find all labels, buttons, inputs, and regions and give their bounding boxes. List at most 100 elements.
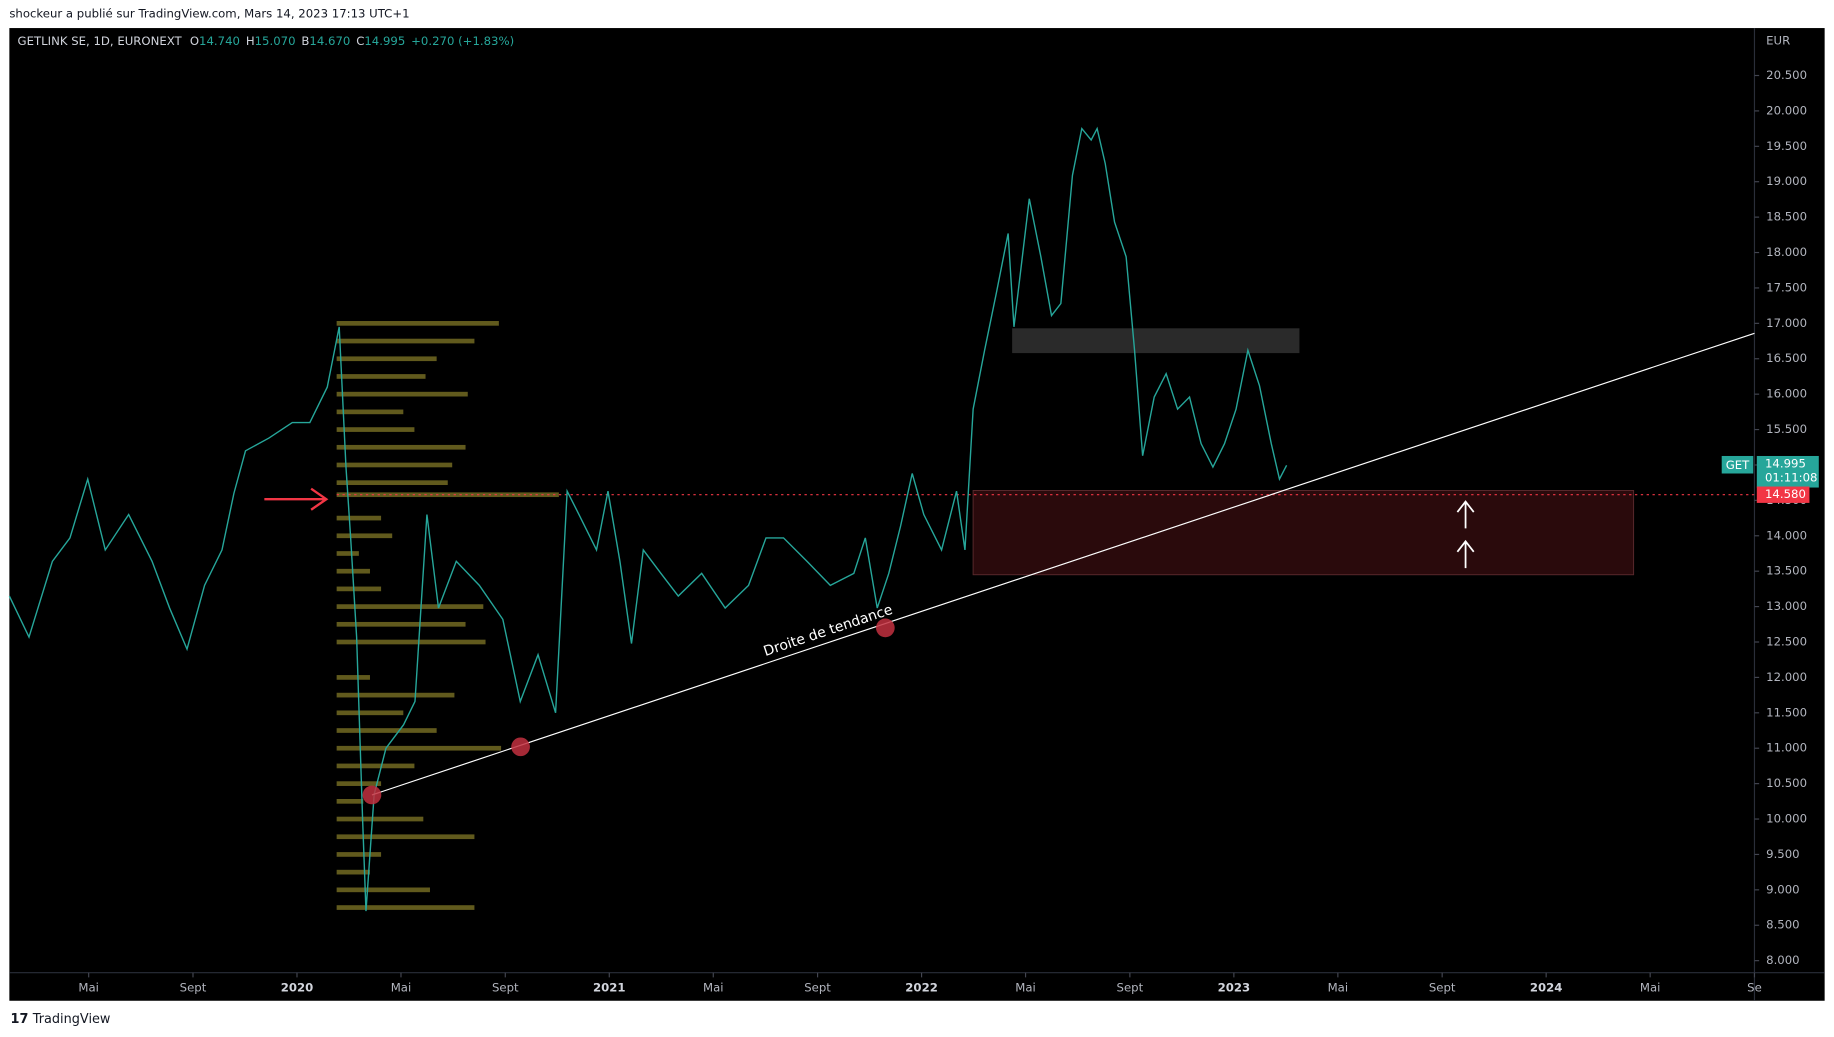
volume-bar [336,763,415,769]
price-tag-countdown: 01:11:08 [1765,471,1818,485]
x-tick-label: Sept [180,980,207,994]
ohlc-value: 14.670 [309,33,350,47]
x-tick-label: Sept [1429,980,1456,994]
volume-bar [336,745,502,751]
volume-bar [336,887,430,893]
y-tick-label: 10.500 [1766,776,1807,790]
x-tick-label: 2021 [593,980,626,994]
y-tick-label: 20.500 [1766,68,1807,82]
y-tick-label: 9.000 [1766,882,1799,896]
x-tick-label: Mai [1640,980,1661,994]
x-tick-label: 2020 [281,980,314,994]
volume-bar [336,374,426,379]
y-tick-label: 19.000 [1766,174,1807,188]
red-arrow [264,487,329,511]
legend: GETLINK SE, 1D, EURONEXT O14.740 H15.070 B1… [18,33,515,47]
y-tick-label: 11.000 [1766,741,1807,755]
x-tick-label: Mai [703,980,724,994]
ohlc-value: 15.070 [255,33,296,47]
volume-bar [336,409,404,415]
layers: 8.000 8.500 9.000 9.500 10.000 10.500 11.000 11… [8,33,1819,994]
x-tick-label: Sept [804,980,831,994]
volume-bar [336,816,424,822]
volume-bar [336,905,475,910]
y-tick-label: 20.000 [1766,103,1807,117]
y-tick-label: 12.000 [1766,670,1807,684]
symbol-tag: GET [1726,458,1750,472]
volume-bar [336,798,364,804]
up-arrow [1456,539,1475,569]
volume-bar [336,675,370,680]
volume-bar [336,338,475,344]
y-tick-label: 12.500 [1766,635,1807,649]
volume-bar [336,427,415,432]
footer-logo: 17 [11,1012,29,1027]
x-tick-label: 2024 [1530,980,1563,994]
y-tick-label: 18.000 [1766,245,1807,259]
x-tick-label: Mai [78,980,99,994]
y-tick-label: 8.000 [1766,953,1799,967]
ohlc-label: B [301,33,309,47]
y-tick-label: 16.500 [1766,351,1807,365]
y-tick-label: 16.000 [1766,387,1807,401]
volume-bar [336,551,359,556]
price-tag-bg [1756,455,1819,488]
y-tick-label: 8.500 [1766,918,1799,932]
volume-bar [336,852,382,857]
y-tick-label: 9.500 [1766,847,1799,861]
y-tick-label: 14.000 [1766,528,1807,542]
ohlc-value: 14.995 [364,33,405,47]
attribution: shockeur a publié sur TradingView.com, M… [9,7,409,21]
volume-bar [336,710,404,716]
ohlc-label: C [356,33,364,47]
x-tick-label: 2022 [905,980,938,994]
volume-bar [336,621,466,627]
volume-bar [336,391,468,397]
y-tick-label: 17.000 [1766,316,1807,330]
x-tick-label: Sept [1117,980,1144,994]
zone [972,489,1635,576]
y-tick-label: 17.500 [1766,280,1807,294]
volume-bar [336,781,382,786]
x-tick-label: Mai [391,980,412,994]
ohlc-label: H [246,33,255,47]
level-tag: 14.580 [1765,487,1806,501]
x-tick-label: Mai [1015,980,1036,994]
symbol-tag-bg [1721,455,1754,474]
volume-bar [336,515,382,521]
change: +0.270 (+1.83%) [411,33,514,47]
x-tick-label: 2023 [1218,980,1251,994]
y-tick-label: 19.500 [1766,139,1807,153]
y-tick-label: 13.000 [1766,599,1807,613]
y-tick-label: 10.000 [1766,812,1807,826]
volume-bar [336,444,466,450]
volume-bar [336,462,453,468]
y-tick-label: 11.500 [1766,705,1807,719]
volume-bar [336,586,382,592]
up-arrow [1456,500,1475,529]
volume-bar [336,604,484,609]
y-tick-label: 13.500 [1766,564,1807,578]
volume-bar [336,533,393,539]
x-tick-label: Se [1747,980,1762,994]
zone [1012,328,1300,354]
x-tick-label: Mai [1328,980,1349,994]
x-tick-label: Sept [492,980,519,994]
volume-bar [336,692,455,698]
volume-bar [336,834,475,840]
y-tick-label: 15.500 [1766,422,1807,436]
price-tag-value: 14.995 [1765,457,1806,471]
trend-touch [511,737,530,757]
volume-bar [336,321,499,326]
volume-bar [336,480,448,486]
price-line [8,126,1288,912]
legend-name: GETLINK SE, 1D, EURONEXT [18,33,183,47]
currency: EUR [1766,33,1790,47]
footer-logo-text: TradingView [32,1012,111,1027]
trendline [371,332,1755,796]
ohlc-label: O [190,33,199,47]
trend-touch [875,618,895,638]
y-tick-label: 18.500 [1766,210,1807,224]
